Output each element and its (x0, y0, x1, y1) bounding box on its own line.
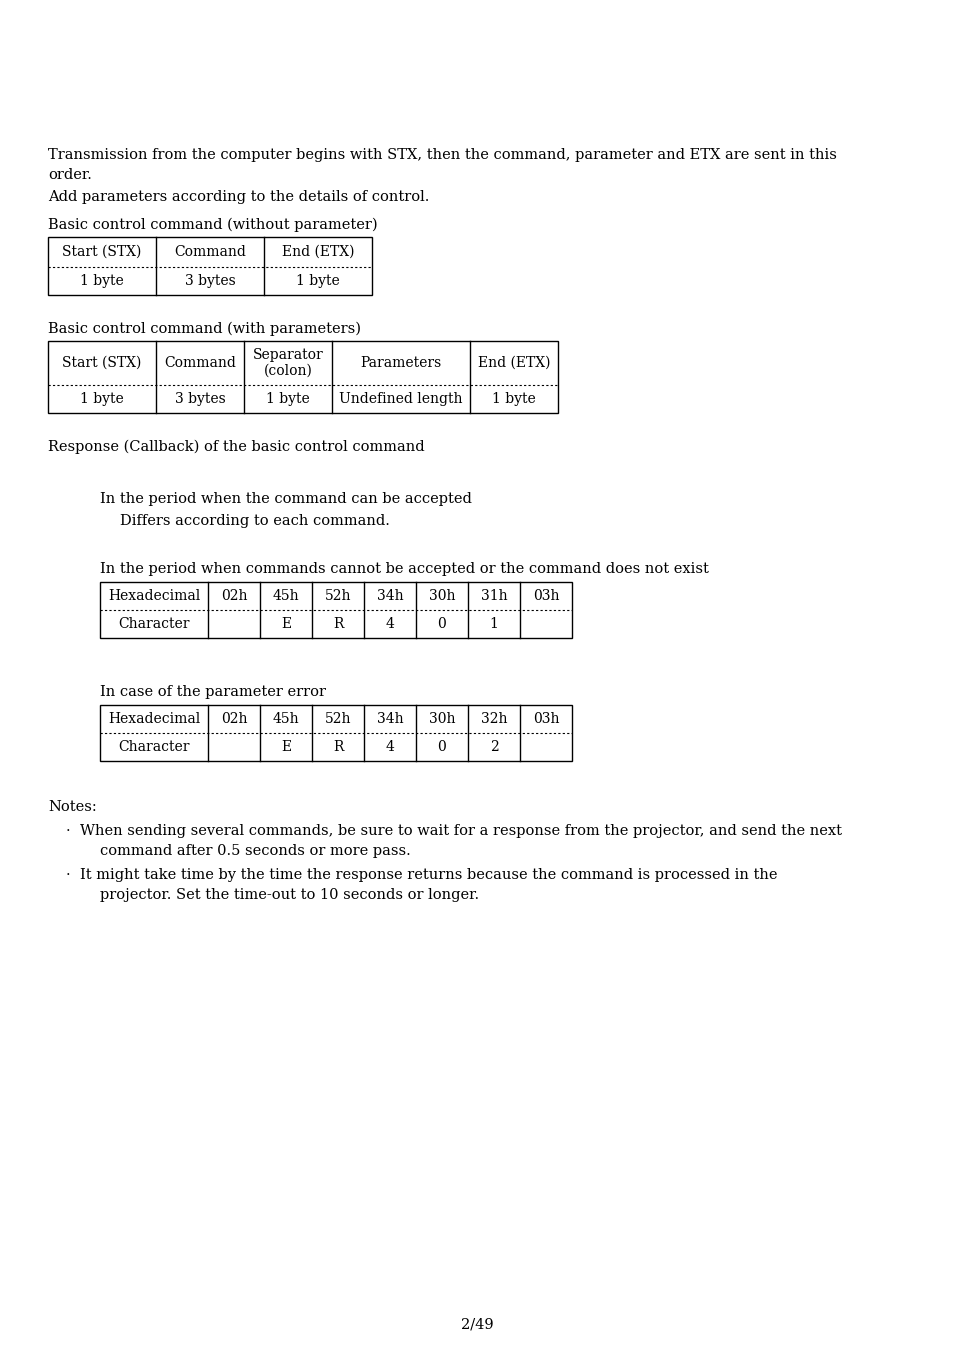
Text: Basic control command (without parameter): Basic control command (without parameter… (48, 217, 377, 232)
Text: 34h: 34h (376, 589, 403, 603)
Text: 2/49: 2/49 (460, 1318, 493, 1332)
Text: Start (STX): Start (STX) (62, 356, 142, 370)
Text: In the period when commands cannot be accepted or the command does not exist: In the period when commands cannot be ac… (100, 562, 708, 576)
Text: 52h: 52h (324, 711, 351, 726)
Text: R: R (333, 740, 343, 755)
Text: ·: · (66, 824, 71, 838)
Text: 02h: 02h (220, 589, 247, 603)
Bar (48, 238, 372, 296)
Text: R: R (333, 617, 343, 630)
Text: Basic control command (with parameters): Basic control command (with parameters) (48, 323, 360, 336)
Text: Notes:: Notes: (48, 801, 96, 814)
Text: ·: · (66, 868, 71, 882)
Text: Separator: Separator (253, 348, 323, 362)
Text: 31h: 31h (480, 589, 507, 603)
Text: 0: 0 (437, 617, 446, 630)
Text: 0: 0 (437, 740, 446, 755)
Text: Parameters: Parameters (360, 356, 441, 370)
Text: 1 byte: 1 byte (492, 392, 536, 406)
Text: Add parameters according to the details of control.: Add parameters according to the details … (48, 190, 429, 204)
Text: 3 bytes: 3 bytes (185, 274, 235, 288)
Text: 45h: 45h (273, 711, 299, 726)
Text: It might take time by the time the response returns because the command is proce: It might take time by the time the respo… (80, 868, 777, 882)
Text: End (ETX): End (ETX) (477, 356, 550, 370)
Text: 2: 2 (489, 740, 497, 755)
Text: 03h: 03h (532, 589, 558, 603)
Text: Character: Character (118, 617, 190, 630)
Text: 4: 4 (385, 740, 394, 755)
Text: Command: Command (164, 356, 235, 370)
Text: 1 byte: 1 byte (80, 274, 124, 288)
Text: End (ETX): End (ETX) (281, 244, 354, 259)
Text: Character: Character (118, 740, 190, 755)
Bar (100, 705, 572, 761)
Text: 1: 1 (489, 617, 497, 630)
Text: 30h: 30h (428, 711, 455, 726)
Text: Command: Command (173, 244, 246, 259)
Text: 1 byte: 1 byte (266, 392, 310, 406)
Text: (colon): (colon) (263, 364, 313, 378)
Text: E: E (280, 617, 291, 630)
Text: E: E (280, 740, 291, 755)
Bar (100, 582, 572, 639)
Text: In the period when the command can be accepted: In the period when the command can be ac… (100, 491, 472, 506)
Text: In case of the parameter error: In case of the parameter error (100, 684, 326, 699)
Text: Undefined length: Undefined length (339, 392, 462, 406)
Bar (48, 342, 558, 413)
Text: 34h: 34h (376, 711, 403, 726)
Text: 1 byte: 1 byte (295, 274, 339, 288)
Text: When sending several commands, be sure to wait for a response from the projector: When sending several commands, be sure t… (80, 824, 841, 838)
Text: 3 bytes: 3 bytes (174, 392, 225, 406)
Text: command after 0.5 seconds or more pass.: command after 0.5 seconds or more pass. (100, 844, 411, 859)
Text: 4: 4 (385, 617, 394, 630)
Text: 1 byte: 1 byte (80, 392, 124, 406)
Text: order.: order. (48, 167, 91, 182)
Text: 45h: 45h (273, 589, 299, 603)
Text: Response (Callback) of the basic control command: Response (Callback) of the basic control… (48, 440, 424, 455)
Text: Transmission from the computer begins with STX, then the command, parameter and : Transmission from the computer begins wi… (48, 148, 836, 162)
Text: 32h: 32h (480, 711, 507, 726)
Text: Hexadecimal: Hexadecimal (108, 589, 200, 603)
Text: Differs according to each command.: Differs according to each command. (120, 514, 390, 528)
Text: 03h: 03h (532, 711, 558, 726)
Text: projector. Set the time-out to 10 seconds or longer.: projector. Set the time-out to 10 second… (100, 888, 478, 902)
Text: Hexadecimal: Hexadecimal (108, 711, 200, 726)
Text: Start (STX): Start (STX) (62, 244, 142, 259)
Text: 02h: 02h (220, 711, 247, 726)
Text: 52h: 52h (324, 589, 351, 603)
Text: 30h: 30h (428, 589, 455, 603)
